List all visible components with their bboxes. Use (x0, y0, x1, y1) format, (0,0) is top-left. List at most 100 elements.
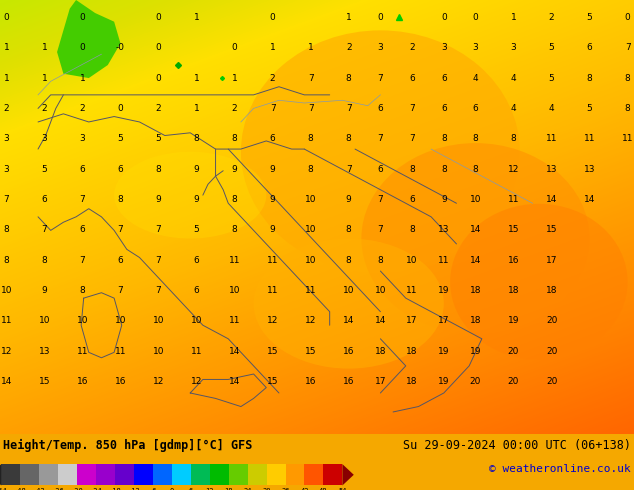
Text: 8: 8 (441, 165, 447, 173)
Text: 10: 10 (153, 347, 164, 356)
Text: 13: 13 (584, 165, 595, 173)
Ellipse shape (361, 143, 590, 334)
Text: 18: 18 (224, 488, 233, 490)
Text: 0: 0 (472, 13, 479, 22)
Text: 11: 11 (229, 256, 240, 265)
Text: 11: 11 (622, 134, 633, 143)
Text: 8: 8 (409, 165, 415, 173)
Text: 3: 3 (3, 134, 10, 143)
Text: 1: 1 (510, 13, 517, 22)
Bar (229, 464, 248, 486)
Text: 5: 5 (586, 13, 593, 22)
Text: 8: 8 (624, 104, 631, 113)
Text: 6: 6 (193, 286, 200, 295)
Ellipse shape (114, 152, 266, 239)
Text: 11: 11 (191, 347, 202, 356)
Ellipse shape (254, 239, 444, 368)
Text: 36: 36 (281, 488, 290, 490)
Text: 2: 2 (42, 104, 47, 113)
Text: 11: 11 (508, 195, 519, 204)
Text: 16: 16 (343, 377, 354, 386)
Text: 48: 48 (319, 488, 328, 490)
Text: 11: 11 (267, 256, 278, 265)
Text: 6: 6 (409, 195, 415, 204)
Text: 8: 8 (346, 134, 352, 143)
Text: 14: 14 (229, 347, 240, 356)
Text: 3: 3 (472, 43, 479, 52)
Text: 11: 11 (115, 347, 126, 356)
Text: 2: 2 (232, 104, 237, 113)
Text: 18: 18 (406, 377, 418, 386)
Text: 8: 8 (472, 134, 479, 143)
Text: 12: 12 (205, 488, 214, 490)
Text: 8: 8 (441, 134, 447, 143)
Text: 20: 20 (508, 347, 519, 356)
Text: 10: 10 (229, 286, 240, 295)
Bar (191, 464, 210, 486)
Text: 6: 6 (377, 165, 384, 173)
Text: 11: 11 (77, 347, 88, 356)
Text: 4: 4 (549, 104, 554, 113)
Text: 5: 5 (117, 134, 124, 143)
Text: 0: 0 (269, 13, 276, 22)
Text: 6: 6 (472, 104, 479, 113)
Text: 10: 10 (343, 286, 354, 295)
Bar (248, 464, 266, 486)
Text: 7: 7 (79, 256, 86, 265)
Text: 7: 7 (155, 286, 162, 295)
Bar (210, 464, 229, 486)
Text: -30: -30 (71, 488, 84, 490)
Text: -12: -12 (127, 488, 140, 490)
Text: 6: 6 (441, 104, 447, 113)
Text: 8: 8 (510, 134, 517, 143)
Text: 11: 11 (305, 286, 316, 295)
Text: 18: 18 (508, 286, 519, 295)
Text: 16: 16 (343, 347, 354, 356)
Text: 7: 7 (377, 134, 384, 143)
Bar (285, 464, 304, 486)
Ellipse shape (450, 204, 628, 360)
Text: 0: 0 (155, 13, 162, 22)
Text: 8: 8 (193, 134, 200, 143)
Text: 10: 10 (1, 286, 12, 295)
Text: 0: 0 (377, 13, 384, 22)
Text: 5: 5 (548, 74, 555, 82)
Text: 14: 14 (1, 377, 12, 386)
Text: 17: 17 (406, 317, 418, 325)
Text: 6: 6 (193, 256, 200, 265)
Text: 6: 6 (117, 165, 124, 173)
Text: 8: 8 (117, 195, 124, 204)
Text: 2: 2 (4, 104, 9, 113)
Bar (153, 464, 172, 486)
Text: 9: 9 (269, 195, 276, 204)
Text: 7: 7 (3, 195, 10, 204)
Text: 9: 9 (441, 195, 447, 204)
Text: 6: 6 (189, 488, 193, 490)
Text: 6: 6 (377, 104, 384, 113)
Text: 19: 19 (438, 286, 450, 295)
Text: 6: 6 (41, 195, 48, 204)
Text: 1: 1 (346, 13, 352, 22)
Text: 18: 18 (375, 347, 386, 356)
Text: 9: 9 (346, 195, 352, 204)
Text: 0: 0 (79, 13, 86, 22)
Text: 8: 8 (472, 165, 479, 173)
Text: 10: 10 (305, 256, 316, 265)
Text: 13: 13 (438, 225, 450, 234)
Text: -36: -36 (52, 488, 65, 490)
Text: 5: 5 (548, 43, 555, 52)
Text: 11: 11 (229, 317, 240, 325)
Text: 7: 7 (346, 104, 352, 113)
Text: 7: 7 (377, 225, 384, 234)
Text: 14: 14 (229, 377, 240, 386)
Text: 17: 17 (546, 256, 557, 265)
Text: 0: 0 (155, 43, 162, 52)
Text: 7: 7 (307, 74, 314, 82)
Text: 4: 4 (511, 104, 516, 113)
Text: 8: 8 (586, 74, 593, 82)
Text: 19: 19 (438, 377, 450, 386)
Text: 16: 16 (77, 377, 88, 386)
Text: 2: 2 (346, 43, 351, 52)
Text: 7: 7 (117, 225, 124, 234)
Text: -24: -24 (89, 488, 102, 490)
